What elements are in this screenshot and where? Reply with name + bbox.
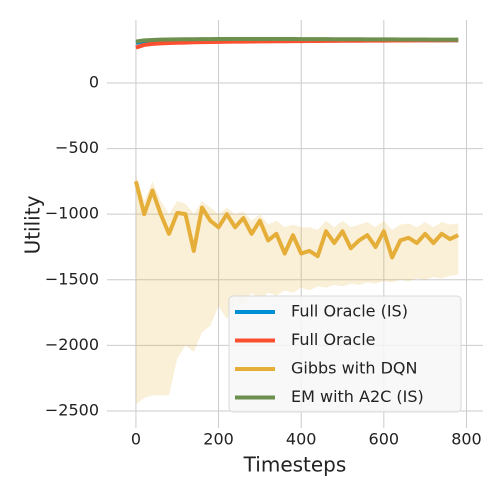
legend-label: Full Oracle (IS) [291,302,408,321]
line [133,180,460,260]
y-axis-label: Utility [21,195,45,254]
line [135,37,459,44]
x-tick-label: 800 [451,430,482,449]
y-tick-label: −1500 [45,269,99,288]
legend-label: Gibbs with DQN [291,359,418,378]
x-tick-label: 400 [286,430,317,449]
y-tick-label: −1000 [45,204,99,223]
x-tick-label: 200 [203,430,234,449]
y-tick-label: −2500 [45,400,99,419]
legend: Full Oracle (IS) Full Oracle Gibbs with DQ… [228,295,462,413]
legend-label: EM with A2C (IS) [291,387,424,406]
x-tick-label: 0 [131,430,141,449]
band [135,174,459,405]
x-axis-label: Timesteps [243,453,347,477]
y-tick-label: −2000 [45,335,99,354]
x-tick-label: 600 [369,430,400,449]
legend-box [228,295,462,413]
y-tick-label: −500 [55,138,99,157]
legend-label: Full Oracle [291,330,376,349]
y-tick-label: 0 [89,72,99,91]
